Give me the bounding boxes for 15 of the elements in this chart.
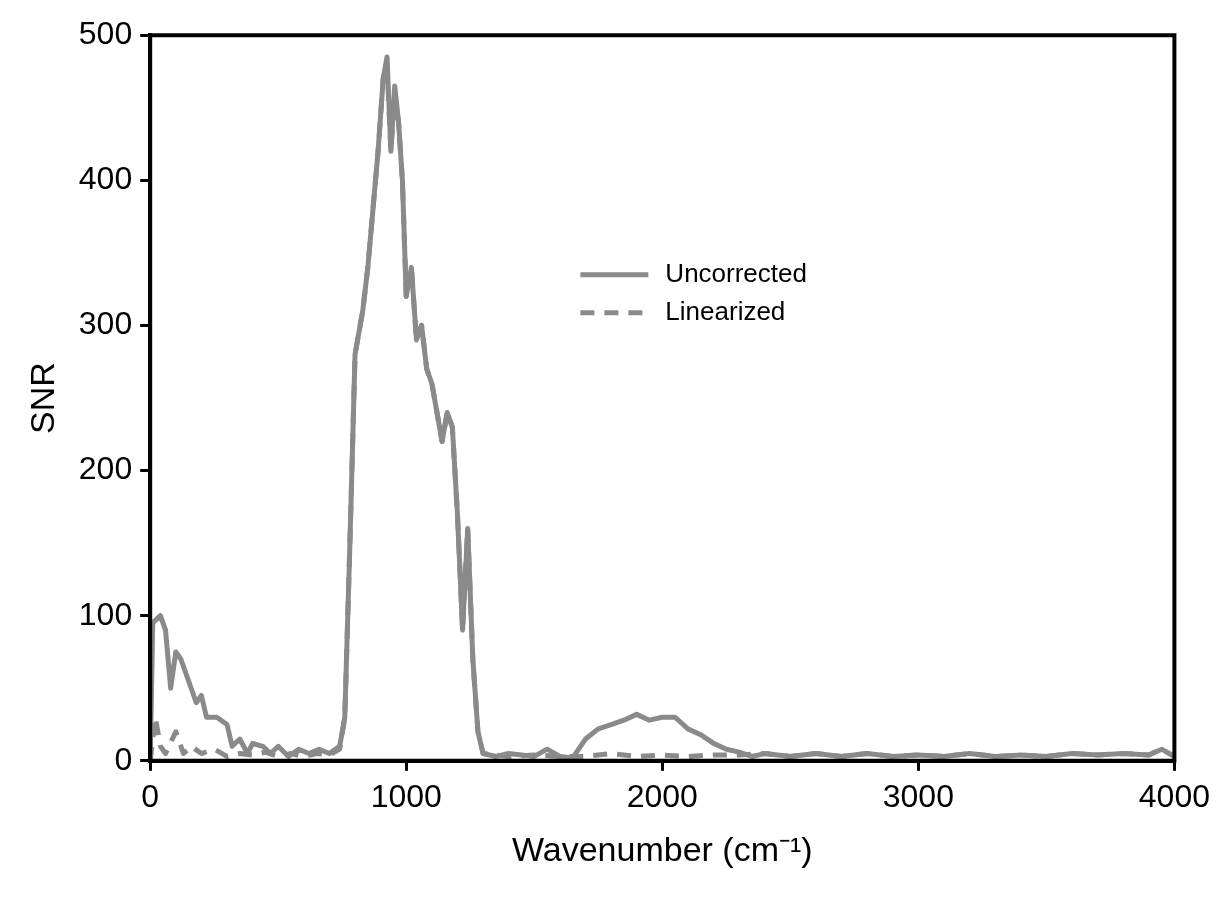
y-tick-label: 200 (78, 450, 133, 487)
x-tick-label: 4000 (1138, 777, 1210, 814)
y-tick-label: 300 (78, 305, 133, 342)
x-tick-label: 2000 (626, 777, 698, 814)
x-tick-label: 0 (141, 777, 160, 814)
legend-label: Uncorrected (665, 257, 807, 288)
y-axis-title: SNR (22, 362, 61, 434)
y-tick-label: 400 (78, 160, 133, 197)
y-tick-label: 500 (78, 15, 133, 52)
y-tick-label: 0 (114, 740, 133, 777)
x-tick-label: 3000 (882, 777, 954, 814)
x-tick-label: 1000 (370, 777, 442, 814)
y-tick-label: 100 (78, 595, 133, 632)
legend-label: Linearized (665, 295, 786, 326)
x-axis-title: Wavenumber (cm⁻¹) (511, 829, 813, 868)
